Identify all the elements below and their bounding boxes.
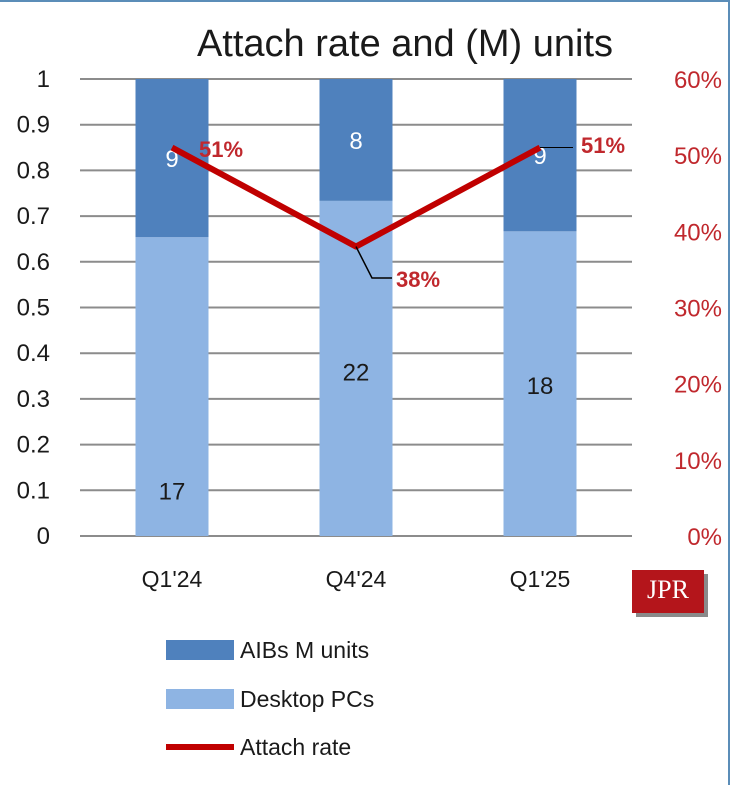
jpr-logo: JPR (632, 570, 708, 617)
left-tick-label: 0.2 (17, 432, 50, 459)
bar-value-label-aib: 9 (165, 146, 178, 173)
left-tick-label: 0.8 (17, 157, 50, 184)
legend-label: Attach rate (240, 734, 351, 760)
chart-title: Attach rate and (M) units (197, 23, 613, 65)
attach-rate-label: 51% (581, 133, 625, 158)
right-tick-label: 0% (687, 524, 722, 551)
left-tick-label: 0.3 (17, 386, 50, 413)
left-axis-ticks: 0 0.1 0.2 0.3 0.4 0.5 0.6 0.7 0.8 0.9 1 (17, 66, 50, 550)
left-tick-label: 0.7 (17, 203, 50, 230)
left-tick-label: 0.5 (17, 295, 50, 322)
bar-segment-desktop (319, 200, 393, 536)
bar-value-label-desktop: 18 (527, 373, 554, 400)
logo-text: JPR (647, 575, 690, 604)
leader-line (355, 246, 392, 279)
bar-segment-desktop (503, 231, 577, 537)
left-tick-label: 0.9 (17, 112, 50, 139)
bar-segment-aib (319, 79, 393, 201)
right-tick-label: 40% (674, 219, 722, 246)
attach-rate-label: 51% (199, 137, 243, 162)
right-tick-label: 30% (674, 296, 722, 323)
legend-label: Desktop PCs (240, 686, 374, 712)
right-tick-label: 50% (674, 143, 722, 170)
logo-box (632, 570, 704, 613)
bar-segment-aib (503, 79, 577, 232)
legend-swatch (166, 640, 234, 660)
category-label: Q1'25 (510, 566, 571, 592)
bar-value-label-desktop: 22 (343, 359, 370, 386)
left-tick-label: 0.1 (17, 477, 50, 504)
right-tick-label: 60% (674, 67, 722, 94)
legend-swatch (166, 689, 234, 709)
bar-value-label-aib: 8 (349, 128, 362, 155)
legend-label: AIBs M units (240, 637, 369, 663)
right-tick-label: 20% (674, 372, 722, 399)
legend: AIBs M units Desktop PCs Attach rate (166, 637, 374, 760)
category-label: Q1'24 (142, 566, 203, 592)
left-tick-label: 0.6 (17, 249, 50, 276)
left-tick-label: 1 (37, 66, 50, 93)
bar-segment-desktop (135, 237, 209, 536)
left-tick-label: 0.4 (17, 340, 50, 367)
attach-rate-label: 38% (396, 267, 440, 292)
left-tick-label: 0 (37, 523, 50, 550)
category-label: Q4'24 (326, 566, 387, 592)
right-tick-label: 10% (674, 448, 722, 475)
category-labels: Q1'24 Q4'24 Q1'25 (142, 566, 571, 592)
attach-rate-line: 51% 38% 51% (170, 133, 625, 292)
right-axis-ticks: 0% 10% 20% 30% 40% 50% 60% (674, 67, 722, 551)
bar-value-label-desktop: 17 (159, 478, 186, 505)
